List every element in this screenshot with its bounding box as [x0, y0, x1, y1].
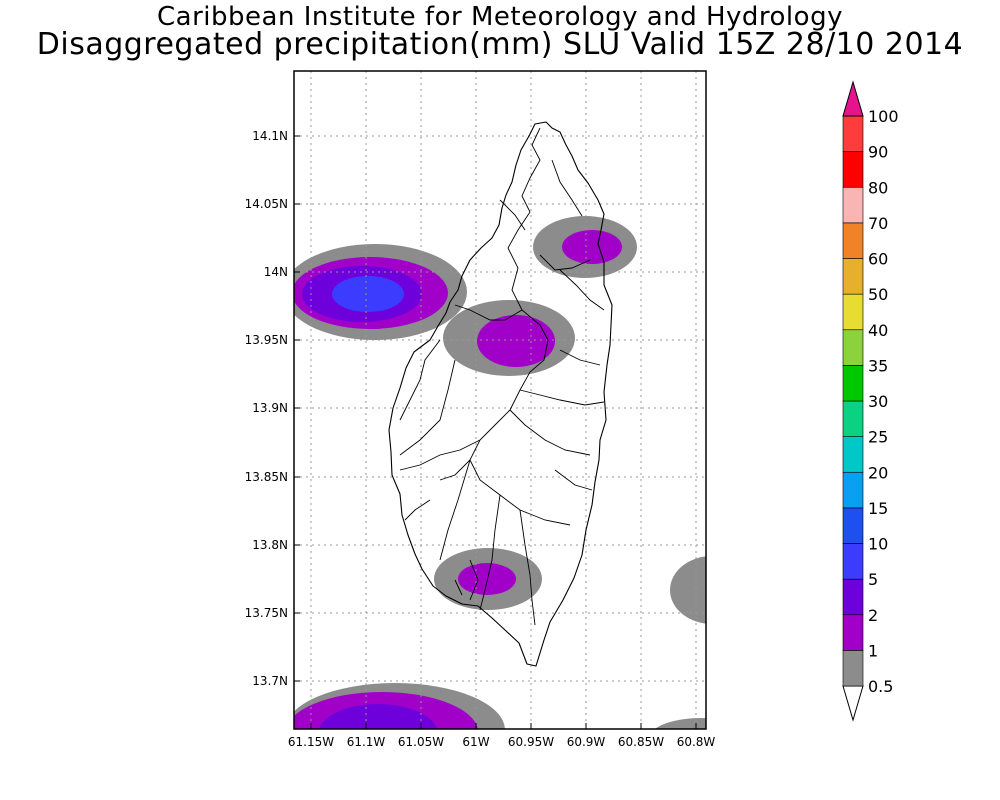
lon-label: 61.05W	[398, 735, 444, 749]
boundary-line	[507, 247, 523, 311]
colorbar-segment	[842, 578, 864, 616]
lon-label: 61.15W	[288, 735, 334, 749]
colorbar-label: 30	[868, 392, 888, 411]
lat-label: 14.05N	[245, 197, 288, 211]
colorbar-segment	[842, 507, 864, 544]
colorbar-segment	[842, 329, 864, 366]
latitude-labels: 14.1N 14.05N 14N 13.95N 13.9N 13.85N 13.…	[245, 129, 288, 688]
title-line-1: Caribbean Institute for Meteorology and …	[157, 2, 843, 32]
boundary-line	[399, 359, 456, 456]
title-line-2: Disaggregated precipitation(mm) SLU Vali…	[36, 27, 964, 62]
precipitation-field	[294, 216, 706, 729]
boundary-line	[539, 254, 591, 271]
precip-area-1mm	[294, 692, 478, 729]
colorbar-segment	[842, 115, 864, 152]
colorbar-label: 20	[868, 463, 888, 482]
boundary-line	[509, 409, 591, 456]
colorbar-segment	[842, 471, 864, 509]
colorbar-segment	[842, 293, 864, 331]
colorbar-label: 80	[868, 178, 888, 197]
boundary-line	[559, 269, 605, 311]
colorbar-segment	[842, 151, 864, 188]
colorbar-segment	[842, 436, 864, 473]
lon-label: 60.85W	[618, 735, 664, 749]
map-background	[294, 71, 706, 729]
boundary-line	[479, 494, 501, 611]
boundary-line	[507, 127, 541, 249]
lon-label: 61W	[462, 735, 489, 749]
boundary-line	[399, 339, 441, 421]
island-outline	[388, 121, 613, 667]
boundary-line	[551, 159, 583, 217]
lat-label: 13.75N	[245, 606, 288, 620]
map-frame	[293, 70, 707, 730]
precip-area-2mm	[318, 704, 438, 729]
colorbar-label: 25	[868, 428, 888, 447]
boundary-line	[519, 389, 605, 406]
colorbar-segment	[842, 222, 864, 259]
colorbar-segment	[842, 186, 864, 224]
colorbar-segment-triangle-low	[842, 685, 864, 722]
colorbar-label: 35	[868, 356, 888, 375]
longitude-labels: 61.15W 61.1W 61.05W 61W 60.95W 60.9W 60.…	[288, 735, 716, 749]
boundary-line	[499, 199, 526, 231]
colorbar-segment	[842, 365, 864, 402]
lat-label: 14N	[264, 265, 288, 279]
colorbar-label: 15	[868, 499, 888, 518]
colorbar-label: 100	[868, 107, 899, 126]
colorbar-label: 90	[868, 143, 888, 162]
colorbar-label: 5	[868, 570, 878, 589]
boundary-line	[519, 509, 536, 626]
colorbar-segment	[842, 258, 864, 295]
colorbar-label: 70	[868, 214, 888, 233]
lat-label: 13.8N	[252, 538, 288, 552]
map-panel	[293, 70, 707, 730]
precip-area-1mm	[562, 230, 622, 264]
lon-label: 61.1W	[347, 735, 386, 749]
colorbar-segment	[842, 614, 864, 651]
lon-label: 60.95W	[508, 735, 554, 749]
precip-area-5mm	[332, 276, 404, 312]
boundary-line	[439, 409, 511, 481]
colorbar-segment-triangle-high	[842, 80, 864, 117]
lat-label: 13.85N	[245, 470, 288, 484]
boundary-line	[554, 469, 593, 491]
axis-ticks	[294, 135, 697, 729]
precip-area-1mm	[458, 563, 516, 595]
precip-area-0.5mm	[670, 556, 706, 624]
colorbar-segment	[842, 543, 864, 580]
colorbar-label: 10	[868, 535, 888, 554]
boundary-line	[559, 349, 601, 366]
colorbar-label: 60	[868, 250, 888, 269]
colorbar-label: 2	[868, 606, 878, 625]
colorbar-label: 50	[868, 285, 888, 304]
boundary-line	[454, 304, 523, 321]
lat-label: 13.7N	[252, 674, 288, 688]
lat-label: 14.1N	[252, 129, 288, 143]
lat-label: 13.95N	[245, 333, 288, 347]
colorbar-segment	[842, 650, 864, 687]
boundary-line	[404, 499, 431, 521]
watershed-boundaries	[399, 127, 605, 626]
boundary-line	[469, 459, 571, 526]
lat-label: 13.9N	[252, 401, 288, 415]
map-grid	[294, 71, 706, 729]
colorbar-label: 0.5	[868, 677, 893, 696]
boundary-line	[439, 459, 471, 561]
lon-label: 60.9W	[567, 735, 606, 749]
boundary-line	[454, 579, 463, 596]
colorbar-label: 40	[868, 321, 888, 340]
precip-area-0.5mm	[654, 718, 706, 729]
boundary-line	[469, 559, 479, 601]
boundary-line	[399, 439, 481, 471]
colorbar-label: 1	[868, 641, 878, 660]
lon-label: 60.8W	[677, 735, 716, 749]
precip-area-1mm	[477, 315, 555, 367]
colorbar-segment	[842, 400, 864, 437]
